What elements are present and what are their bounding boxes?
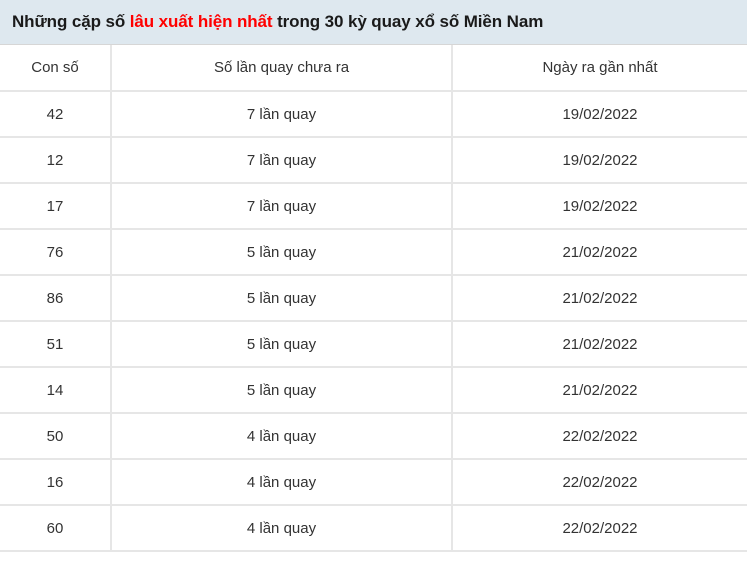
cell-number: 86 bbox=[0, 275, 111, 322]
cell-count: 4 lần quay bbox=[110, 505, 452, 552]
cell-number: 14 bbox=[0, 367, 111, 414]
page-title: Những cặp số lâu xuất hiện nhất trong 30… bbox=[12, 12, 543, 32]
cell-date: 19/02/2022 bbox=[451, 137, 747, 184]
table-row: 86 5 lần quay 21/02/2022 bbox=[0, 275, 747, 322]
column-header-count: Số lần quay chưa ra bbox=[110, 45, 452, 92]
cell-count: 5 lần quay bbox=[110, 321, 452, 368]
cell-number: 60 bbox=[0, 505, 111, 552]
cell-number: 51 bbox=[0, 321, 111, 368]
cell-date: 21/02/2022 bbox=[451, 367, 747, 414]
cell-number: 17 bbox=[0, 183, 111, 230]
panel-title-bar: Những cặp số lâu xuất hiện nhất trong 30… bbox=[0, 0, 747, 45]
table-header: Con số Số lần quay chưa ra Ngày ra gần n… bbox=[0, 45, 747, 92]
table-row: 50 4 lần quay 22/02/2022 bbox=[0, 413, 747, 460]
cell-number: 50 bbox=[0, 413, 111, 460]
table-row: 60 4 lần quay 22/02/2022 bbox=[0, 505, 747, 552]
table-row: 16 4 lần quay 22/02/2022 bbox=[0, 459, 747, 506]
cell-date: 21/02/2022 bbox=[451, 321, 747, 368]
cell-count: 7 lần quay bbox=[110, 183, 452, 230]
table-body: 42 7 lần quay 19/02/2022 12 7 lần quay 19/02/… bbox=[0, 91, 747, 552]
title-prefix: Những cặp số bbox=[12, 12, 130, 31]
cell-date: 22/02/2022 bbox=[451, 505, 747, 552]
table-row: 51 5 lần quay 21/02/2022 bbox=[0, 321, 747, 368]
cell-number: 76 bbox=[0, 229, 111, 276]
title-highlight: lâu xuất hiện nhất bbox=[129, 12, 273, 31]
column-header-number: Con số bbox=[0, 45, 111, 92]
table-row: 76 5 lần quay 21/02/2022 bbox=[0, 229, 747, 276]
cell-date: 21/02/2022 bbox=[451, 275, 747, 322]
cell-count: 5 lần quay bbox=[110, 275, 452, 322]
stats-table: Con số Số lần quay chưa ra Ngày ra gần n… bbox=[0, 45, 747, 552]
table-row: 42 7 lần quay 19/02/2022 bbox=[0, 91, 747, 138]
cell-count: 5 lần quay bbox=[110, 229, 452, 276]
table-row: 12 7 lần quay 19/02/2022 bbox=[0, 137, 747, 184]
cell-number: 16 bbox=[0, 459, 111, 506]
cell-count: 7 lần quay bbox=[110, 91, 452, 138]
cell-count: 4 lần quay bbox=[110, 413, 452, 460]
cell-date: 21/02/2022 bbox=[451, 229, 747, 276]
cell-number: 12 bbox=[0, 137, 111, 184]
table-header-row: Con số Số lần quay chưa ra Ngày ra gần n… bbox=[0, 45, 747, 92]
column-header-date: Ngày ra gần nhất bbox=[451, 45, 747, 92]
cell-number: 42 bbox=[0, 91, 111, 138]
cell-count: 7 lần quay bbox=[110, 137, 452, 184]
cell-count: 5 lần quay bbox=[110, 367, 452, 414]
cell-date: 19/02/2022 bbox=[451, 183, 747, 230]
cell-count: 4 lần quay bbox=[110, 459, 452, 506]
cell-date: 22/02/2022 bbox=[451, 413, 747, 460]
table-row: 17 7 lần quay 19/02/2022 bbox=[0, 183, 747, 230]
table-row: 14 5 lần quay 21/02/2022 bbox=[0, 367, 747, 414]
title-suffix: trong 30 kỳ quay xổ số Miền Nam bbox=[272, 12, 544, 31]
cell-date: 19/02/2022 bbox=[451, 91, 747, 138]
cell-date: 22/02/2022 bbox=[451, 459, 747, 506]
